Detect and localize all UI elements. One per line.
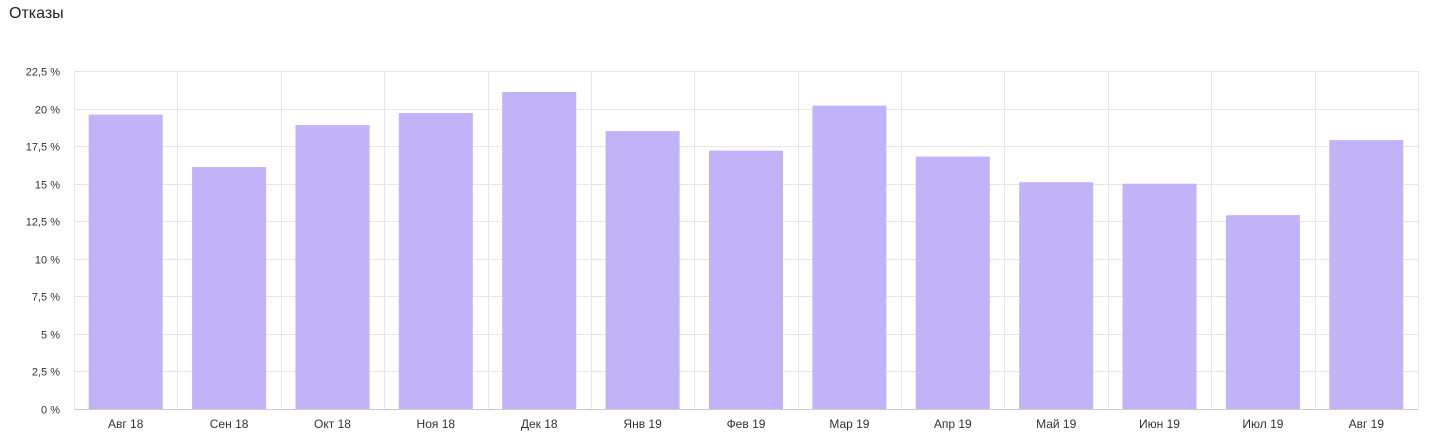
x-tick-label: Апр 19	[934, 417, 972, 431]
x-tick-label: Окт 18	[314, 417, 351, 431]
chart-title: Отказы	[9, 5, 64, 22]
bar[interactable]	[709, 150, 783, 409]
y-tick-label: 17,5 %	[26, 142, 60, 154]
y-tick-label: 22,5 %	[26, 67, 60, 79]
bar[interactable]	[605, 131, 680, 409]
x-tick-label: Авг 18	[108, 417, 144, 431]
x-tick-label: Май 19	[1036, 417, 1077, 431]
x-tick-label: Ноя 18	[417, 417, 456, 431]
bar[interactable]	[502, 92, 577, 409]
bar[interactable]	[1225, 215, 1300, 409]
bar[interactable]	[1122, 183, 1197, 409]
x-tick-label: Мар 19	[829, 417, 869, 431]
bar[interactable]	[398, 113, 473, 409]
y-tick-label: 0 %	[41, 405, 60, 417]
bar[interactable]	[192, 167, 267, 409]
y-tick-label: 5 %	[41, 330, 60, 342]
x-tick-label: Дек 18	[521, 417, 558, 431]
y-axis-labels: 0 % 2,5 % 5 % 7,5 % 10 % 12,5 % 15 % 17,5 % 20 %…	[26, 67, 60, 417]
x-tick-label: Янв 19	[623, 417, 662, 431]
bar[interactable]	[812, 105, 887, 409]
y-tick-label: 15 %	[35, 180, 60, 192]
x-tick-label: Сен 18	[210, 417, 249, 431]
x-tick-label: Июн 19	[1139, 417, 1180, 431]
x-tick-label: Июл 19	[1242, 417, 1283, 431]
y-tick-label: 12,5 %	[26, 217, 60, 229]
y-tick-label: 2,5 %	[32, 367, 60, 379]
bar[interactable]	[88, 114, 163, 409]
x-axis-labels: Авг 18 Сен 18 Окт 18 Ноя 18 Дек 18 Янв 19 Фев …	[108, 417, 1384, 431]
bars	[88, 92, 1404, 409]
x-tick-label: Фев 19	[727, 417, 766, 431]
y-tick-label: 20 %	[35, 105, 60, 117]
bar[interactable]	[1329, 140, 1404, 409]
bar[interactable]	[1019, 182, 1094, 409]
x-tick-label: Авг 19	[1349, 417, 1385, 431]
y-tick-label: 10 %	[35, 255, 60, 267]
y-tick-label: 7,5 %	[32, 292, 60, 304]
bar[interactable]	[295, 125, 370, 409]
bar[interactable]	[915, 156, 990, 409]
